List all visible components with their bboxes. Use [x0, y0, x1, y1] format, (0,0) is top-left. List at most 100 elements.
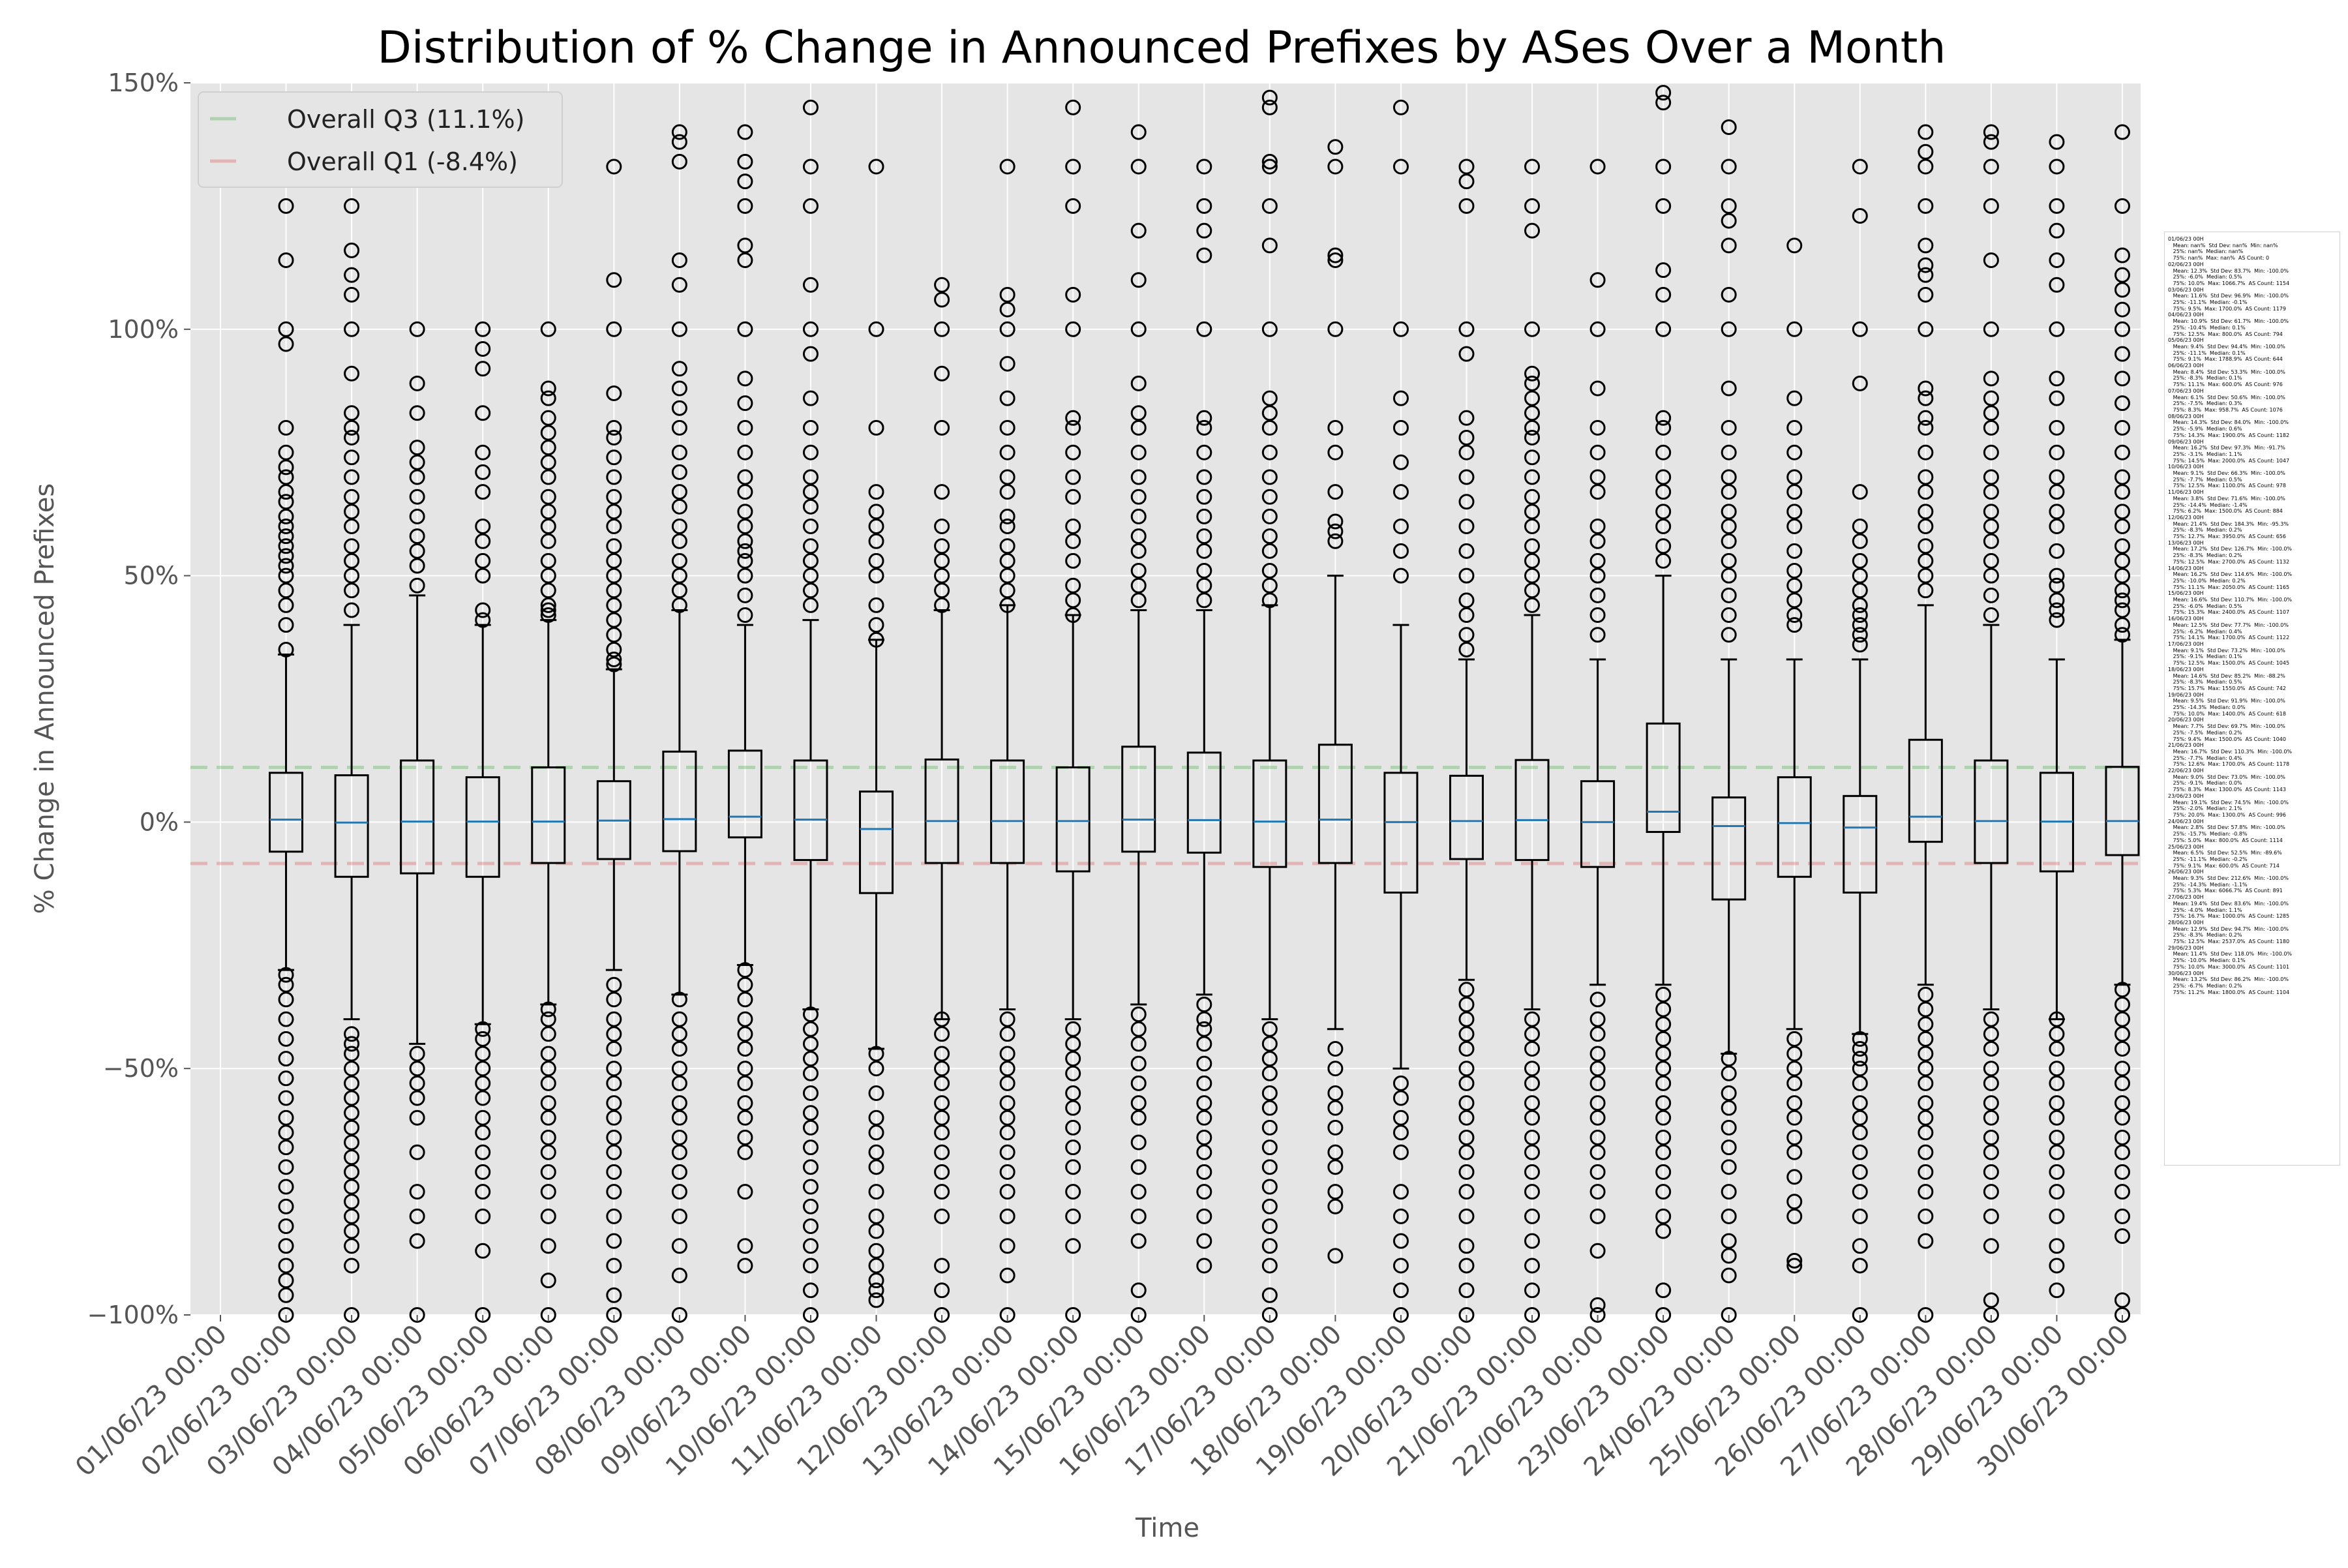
outlier-point: [802, 1179, 819, 1195]
stats-line: 25%: -6.2% Median: 0.4%: [2168, 628, 2242, 635]
outlier-point: [868, 484, 884, 500]
box-30-06: [2105, 124, 2140, 1323]
box-16-06: [1186, 158, 1222, 1274]
outlier-point: [802, 1036, 819, 1052]
outlier-point: [1589, 1129, 1606, 1145]
outlier-point: [1918, 1046, 1934, 1062]
stats-line: 25%: -7.7% Median: 0.4%: [2168, 755, 2242, 761]
stats-date: 14/06/23 00H: [2168, 565, 2204, 571]
outlier-point: [1786, 563, 1803, 579]
outlier-point: [1458, 1129, 1475, 1145]
outlier-point: [671, 464, 687, 480]
outlier-point: [868, 1046, 884, 1062]
stats-date: 25/06/23 00H: [2168, 843, 2204, 850]
outlier-point: [999, 444, 1016, 460]
outlier-point: [1196, 489, 1212, 505]
outlier-point: [1524, 538, 1541, 554]
stats-block: 07/06/23 00H Mean: 6.1% Std Dev: 50.6% M…: [2168, 388, 2336, 414]
stats-date: 26/06/23 00H: [2168, 869, 2204, 875]
outlier-point: [2115, 1307, 2130, 1323]
stats-line: Mean: 11.4% Std Dev: 118.0% Min: -100.0%: [2168, 951, 2293, 957]
outlier-point: [1261, 1218, 1278, 1234]
outlier-point: [1655, 1061, 1672, 1077]
outlier-point: [1458, 641, 1475, 657]
outlier-point: [802, 1307, 819, 1323]
outlier-point: [802, 519, 819, 535]
outlier-point: [1065, 519, 1081, 535]
outlier-point: [868, 419, 884, 436]
outlier-point: [1130, 1159, 1147, 1175]
outlier-point: [2115, 370, 2130, 387]
outlier-point: [278, 1051, 294, 1067]
box-10-06: [793, 99, 828, 1323]
outlier-point: [475, 321, 491, 337]
outlier-point: [1983, 587, 1999, 603]
outlier-point: [475, 1144, 491, 1160]
outlier-point: [1130, 1208, 1147, 1224]
outlier-point: [344, 286, 360, 303]
outlier-point: [802, 1065, 819, 1081]
outlier-point: [1852, 1124, 1868, 1141]
stats-block: 01/06/23 00H Mean: nan% Std Dev: nan% Mi…: [2168, 236, 2336, 262]
outlier-point: [737, 484, 753, 500]
stats-block: 05/06/23 00H Mean: 9.4% Std Dev: 94.4% M…: [2168, 337, 2336, 363]
stats-line: 75%: 10.0% Max: 1400.0% AS Count: 618: [2168, 710, 2286, 717]
outlier-point: [475, 1031, 491, 1047]
outlier-point: [671, 1061, 687, 1077]
outlier-point: [671, 444, 687, 460]
stats-line: Mean: 13.2% Std Dev: 86.2% Min: -100.0%: [2168, 976, 2289, 983]
outlier-point: [1065, 607, 1081, 624]
outlier-point: [1458, 1258, 1475, 1274]
outlier-point: [606, 612, 622, 628]
stats-line: Mean: 16.2% Std Dev: 97.3% Min: -91.7%: [2168, 445, 2285, 451]
outlier-point: [278, 508, 294, 524]
outlier-point: [278, 198, 294, 214]
outlier-point: [999, 1011, 1016, 1027]
outlier-point: [1261, 198, 1278, 214]
stats-block: 30/06/23 00H Mean: 13.2% Std Dev: 86.2% …: [2168, 971, 2336, 996]
outlier-point: [1983, 607, 1999, 624]
outlier-point: [2115, 504, 2130, 520]
outlier-point: [278, 336, 294, 352]
outlier-point: [737, 991, 753, 1008]
stats-block: 13/06/23 00H Mean: 17.2% Std Dev: 126.7%…: [2168, 540, 2336, 565]
outlier-point: [344, 519, 360, 535]
stats-line: 25%: -14.3% Median: -1.1%: [2168, 881, 2248, 888]
outlier-point: [1786, 1061, 1803, 1077]
outlier-point: [278, 494, 294, 510]
outlier-point: [1261, 237, 1278, 254]
outlier-point: [344, 567, 360, 584]
stats-date: 07/06/23 00H: [2168, 387, 2204, 394]
stats-line: 25%: -8.3% Median: 0.2%: [2168, 527, 2242, 534]
box-17-06: [1252, 89, 1287, 1323]
outlier-point: [540, 454, 556, 470]
box-25-06: [1777, 237, 1812, 1274]
outlier-point: [868, 1223, 884, 1239]
outlier-point: [1524, 1233, 1541, 1249]
outlier-point: [1983, 504, 1999, 520]
outlier-point: [1983, 405, 1999, 421]
outlier-point: [344, 419, 360, 436]
stats-block: 10/06/23 00H Mean: 9.1% Std Dev: 66.3% M…: [2168, 464, 2336, 489]
outlier-point: [606, 1258, 622, 1274]
outlier-point: [671, 1011, 687, 1027]
outlier-point: [606, 430, 622, 446]
stats-line: 25%: -10.4% Median: 0.1%: [2168, 324, 2246, 331]
outlier-point: [1852, 1258, 1868, 1274]
outlier-point: [802, 469, 819, 485]
outlier-point: [606, 419, 622, 436]
outlier-point: [1786, 1075, 1803, 1091]
outlier-point: [1392, 390, 1409, 406]
outlier-point: [1786, 1031, 1803, 1047]
outlier-point: [1655, 1046, 1672, 1062]
stats-block: 09/06/23 00H Mean: 16.2% Std Dev: 97.3% …: [2168, 439, 2336, 464]
outlier-point: [1196, 1208, 1212, 1224]
outlier-point: [671, 552, 687, 569]
outlier-point: [1721, 1248, 1737, 1264]
outlier-point: [802, 1051, 819, 1067]
outlier-point: [737, 237, 753, 254]
box-13-06: [990, 158, 1025, 1323]
outlier-point: [1130, 272, 1147, 288]
outlier-point: [1130, 1184, 1147, 1200]
outlier-point: [606, 1184, 622, 1200]
